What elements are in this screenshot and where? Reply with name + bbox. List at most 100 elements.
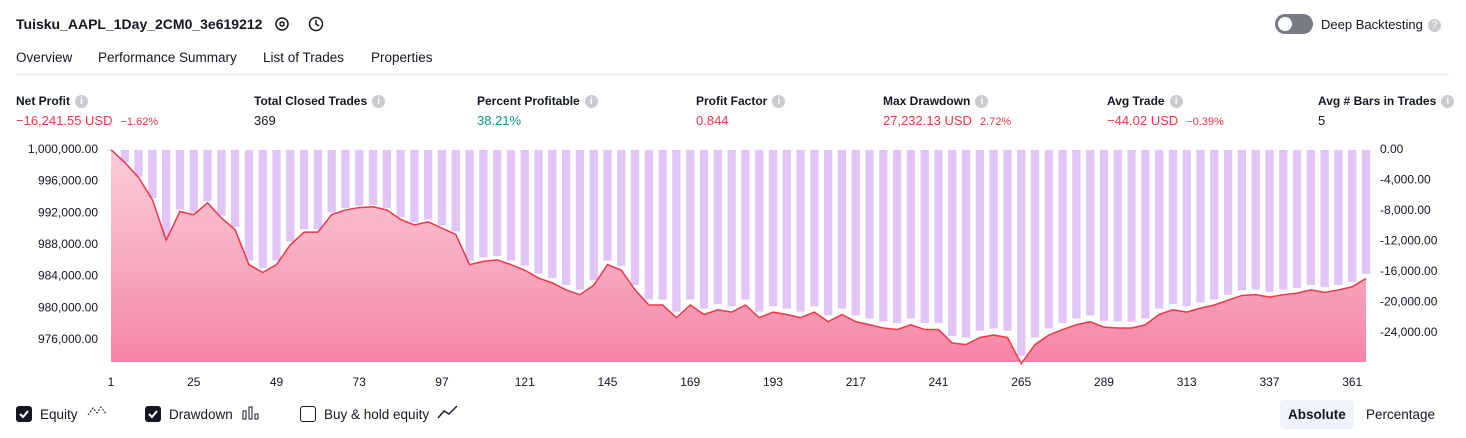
x-tick-label: 241 [928, 375, 948, 389]
legend-item[interactable]: Drawdown [145, 405, 263, 422]
drawdown-bar [961, 149, 971, 338]
toggle[interactable] [1275, 14, 1313, 34]
checkbox[interactable] [16, 406, 32, 422]
drawdown-bar [341, 149, 350, 208]
drawdown-bar [1237, 149, 1247, 291]
drawdown-bar [561, 149, 571, 285]
scale-button[interactable]: Percentage [1366, 407, 1436, 422]
drawdown-bar [175, 149, 185, 210]
drawdown-bar [217, 149, 226, 216]
x-tick-label: 145 [597, 375, 617, 389]
drawdown-bar [948, 149, 957, 337]
legend-icon [437, 405, 458, 419]
info-icon[interactable]: i [372, 95, 386, 108]
scale-button[interactable]: Absolute [1280, 400, 1354, 429]
drawdown-bar [1196, 149, 1205, 303]
drawdown-bar [272, 149, 281, 261]
drawdown-bar [1223, 149, 1233, 295]
metric-value: 369 [254, 113, 276, 128]
x-tick-label: 313 [1177, 375, 1197, 389]
metric-number: 369 [254, 113, 276, 128]
metric-number: 38.21% [477, 113, 522, 128]
drawdown-bar [1251, 149, 1260, 290]
info-icon[interactable]: i [75, 95, 88, 108]
y-tick-label: 976,000.00 [38, 332, 98, 346]
legend-item[interactable]: Equity [16, 405, 108, 422]
drawdown-bar [975, 149, 984, 331]
drawdown-bar [1154, 149, 1164, 309]
info-icon[interactable]: ? [1427, 19, 1441, 32]
drawdown-bar [1182, 149, 1191, 307]
metric-label: Net Profit i [16, 94, 88, 108]
x-tick-label: 121 [515, 375, 535, 389]
drawdown-bar [617, 149, 626, 266]
checkbox[interactable] [300, 406, 316, 422]
info-icon[interactable]: i [1441, 95, 1455, 108]
metric-number: 5 [1318, 113, 1326, 128]
drawdown-bar [1072, 149, 1081, 319]
info-icon[interactable]: i [584, 95, 598, 108]
metric-label: Total Closed Trades i [254, 94, 386, 108]
drawdown-bar [534, 149, 543, 274]
drawdown-bar [1334, 149, 1343, 285]
metric-number: −16,241.55 USD [16, 113, 113, 128]
drawdown-bar [230, 149, 240, 227]
info-icon[interactable]: i [975, 95, 989, 108]
drawdown-bar [1210, 149, 1219, 300]
metric-number: 0.844 [696, 113, 729, 128]
drawdown-bar [782, 149, 791, 309]
drawdown-bar [1127, 149, 1136, 322]
info-icon[interactable]: i [772, 95, 786, 108]
tab[interactable]: Properties [371, 50, 433, 65]
x-tick-label: 289 [1094, 375, 1114, 389]
metric-label: Max Drawdown i [883, 94, 989, 108]
toggle-text: Deep Backtesting [1321, 17, 1423, 32]
checkbox[interactable] [145, 406, 161, 422]
drawdown-bar [548, 149, 557, 279]
tab[interactable]: Overview [16, 50, 73, 65]
x-tick-label: 193 [763, 375, 783, 389]
drawdown-bar [1320, 149, 1329, 288]
header-icons[interactable] [273, 15, 323, 33]
chart: 1,000,000.00 996,000.00 992,000.00 988,000.… [28, 142, 1438, 389]
drawdown-bar [630, 149, 640, 285]
y-tick-label: 1,000,000.00 [28, 142, 98, 156]
drawdown-bar [989, 149, 998, 329]
drawdown-bar [768, 149, 778, 307]
y2-tick-label: -4,000.00 [1380, 173, 1431, 187]
drawdown-bar [865, 149, 874, 319]
metric-value: −16,241.55 USD −1.62% [16, 113, 158, 128]
legend-label: Buy & hold equity [324, 407, 430, 422]
drawdown-bar [644, 149, 653, 300]
drawdown-bar [755, 149, 764, 312]
y-tick-label: 992,000.00 [38, 205, 98, 219]
x-tick-label: 265 [1011, 375, 1031, 389]
equity-line [110, 149, 1367, 366]
info-icon[interactable]: i [1169, 95, 1183, 108]
drawdown-bar [851, 149, 860, 316]
x-tick-label: 217 [846, 375, 866, 389]
tab[interactable]: List of Trades [263, 50, 345, 65]
metric-value: 0.844 [696, 113, 729, 128]
x-tick-label: 73 [353, 375, 367, 389]
drawdown-bar [203, 149, 212, 202]
metric-value: 5 [1318, 113, 1325, 128]
legend-item[interactable]: Buy & hold equity [300, 405, 459, 422]
drawdown-bar [1099, 149, 1109, 321]
drawdown-bar [699, 149, 709, 309]
drawdown-bar [575, 149, 585, 290]
drawdown-bar [906, 149, 916, 319]
drawdown-bar [810, 149, 819, 307]
drawdown-bar [1348, 149, 1357, 282]
drawdown-bar [313, 149, 323, 230]
drawdown-bar [520, 149, 529, 266]
drawdown-bar [1086, 149, 1095, 316]
drawdown-bar [672, 149, 681, 312]
metric-percent: −0.39% [1186, 116, 1224, 128]
drawdown-bar [368, 149, 378, 205]
drawdown-bar [120, 149, 129, 163]
drawdown-bar [603, 149, 612, 261]
drawdown-bar [1265, 149, 1274, 292]
tab[interactable]: Performance Summary [98, 50, 237, 65]
metric-value: 27,232.13 USD 2.72% [883, 113, 1011, 128]
